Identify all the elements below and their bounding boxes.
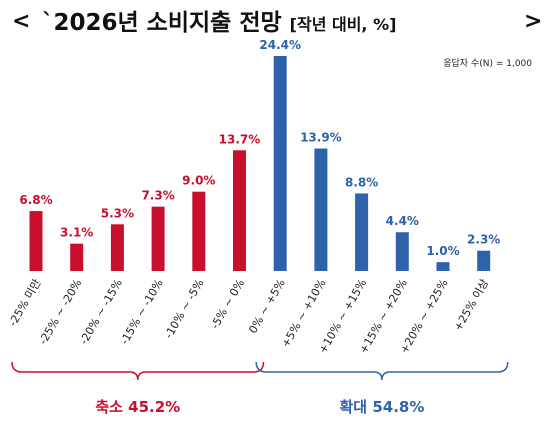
group-label: 축소 45.2% xyxy=(95,398,180,416)
prev-arrow-icon[interactable]: < xyxy=(12,9,30,34)
bar xyxy=(436,262,450,271)
bar xyxy=(273,56,287,271)
bar-value-label: 9.0% xyxy=(182,174,215,188)
chart-title-suffix: [작년 대비, %] xyxy=(290,15,397,34)
x-tick-label: -25% 미만 xyxy=(6,277,43,329)
next-arrow-icon[interactable]: > xyxy=(524,9,542,34)
bar-value-label: 24.4% xyxy=(259,38,301,52)
bar-value-label: 7.3% xyxy=(141,189,174,203)
x-tick-label: +25% 이상 xyxy=(451,277,491,333)
bar xyxy=(355,193,369,271)
x-tick-label: 0% ~ +5% xyxy=(246,277,287,336)
x-tick-label: -20% ~ -15% xyxy=(77,277,125,347)
bar-value-label: 4.4% xyxy=(386,214,419,228)
bar-value-label: 5.3% xyxy=(101,206,134,220)
tick-labels-group: -25% 미만-25% ~ -20%-20% ~ -15%-15% ~ -10%… xyxy=(6,277,491,356)
bar xyxy=(477,250,491,271)
bar xyxy=(29,211,43,271)
value-labels-group: 6.8% 3.1% 5.3% 7.3% 9.0% 13.7% 24.4% 13.9% 8.8% 4… xyxy=(19,38,500,258)
respondent-note: 응답자 수(N) = 1,000 xyxy=(443,57,532,69)
bar-value-label: 13.9% xyxy=(300,131,342,145)
x-tick-label: -15% ~ -10% xyxy=(118,277,166,347)
x-tick-label: -5% ~ 0% xyxy=(208,277,247,331)
bar xyxy=(192,191,206,271)
bar xyxy=(70,243,84,271)
bar xyxy=(151,206,165,271)
group-brace xyxy=(11,361,265,381)
bar-value-label: 6.8% xyxy=(19,193,52,207)
group-label: 확대 54.8% xyxy=(340,398,425,416)
x-tick-label: +5% ~ +10% xyxy=(279,277,329,350)
group-braces: 축소 45.2% 확대 54.8% xyxy=(11,361,509,416)
bar-value-label: 1.0% xyxy=(426,244,459,258)
x-tick-label: -10% ~ -5% xyxy=(162,277,206,341)
bar xyxy=(314,148,328,271)
bar-value-label: 8.8% xyxy=(345,175,378,189)
group-brace xyxy=(255,361,509,381)
x-tick-label: -25% ~ -20% xyxy=(37,277,85,347)
chart-title: `2026년 소비지출 전망 [작년 대비, %] xyxy=(42,10,396,36)
chart-title-main: `2026년 소비지출 전망 xyxy=(42,10,282,36)
bars-group xyxy=(29,56,491,271)
bar xyxy=(395,232,409,271)
bar xyxy=(233,150,246,271)
bar-value-label: 3.1% xyxy=(60,226,93,240)
bar-value-label: 13.7% xyxy=(219,132,261,146)
bar xyxy=(110,224,124,271)
bar-value-label: 2.3% xyxy=(467,233,500,247)
